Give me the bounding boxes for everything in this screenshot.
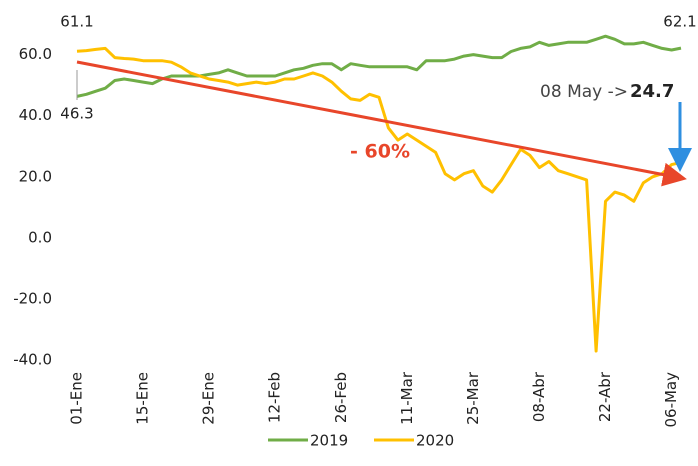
annotation: 08 May -> bbox=[540, 82, 628, 102]
x-tick-label: 12-Feb bbox=[266, 372, 284, 423]
data-label: 61.1 bbox=[60, 13, 93, 31]
y-tick-label: -40.0 bbox=[13, 351, 52, 369]
data-label: 46.3 bbox=[60, 105, 93, 123]
x-tick-label: 15-Ene bbox=[134, 372, 152, 425]
series-line bbox=[76, 46, 682, 353]
y-tick-label: 0.0 bbox=[28, 228, 52, 246]
y-tick-label: 20.0 bbox=[19, 167, 52, 185]
x-tick-label: 29-Ene bbox=[200, 372, 218, 425]
x-tick-label: 06-May bbox=[662, 372, 680, 428]
series-line bbox=[76, 34, 682, 98]
x-tick-label: 08-Abr bbox=[530, 371, 548, 422]
x-tick-label: 26-Feb bbox=[332, 372, 350, 423]
y-tick-label: -20.0 bbox=[13, 290, 52, 308]
legend-label: 2019 bbox=[310, 432, 348, 450]
x-tick-label: 22-Abr bbox=[596, 371, 614, 422]
data-label: 62.1 bbox=[663, 13, 696, 31]
x-tick-label: 11-Mar bbox=[398, 371, 416, 425]
annotation: - 60% bbox=[350, 141, 410, 163]
y-tick-label: 60.0 bbox=[19, 45, 52, 63]
trend-arrow bbox=[76, 60, 687, 187]
data-label: 24.7 bbox=[630, 81, 674, 102]
x-tick-label: 01-Ene bbox=[68, 372, 86, 425]
legend-label: 2020 bbox=[416, 432, 454, 450]
x-tick-label: 25-Mar bbox=[464, 371, 482, 425]
y-tick-label: 40.0 bbox=[19, 106, 52, 124]
